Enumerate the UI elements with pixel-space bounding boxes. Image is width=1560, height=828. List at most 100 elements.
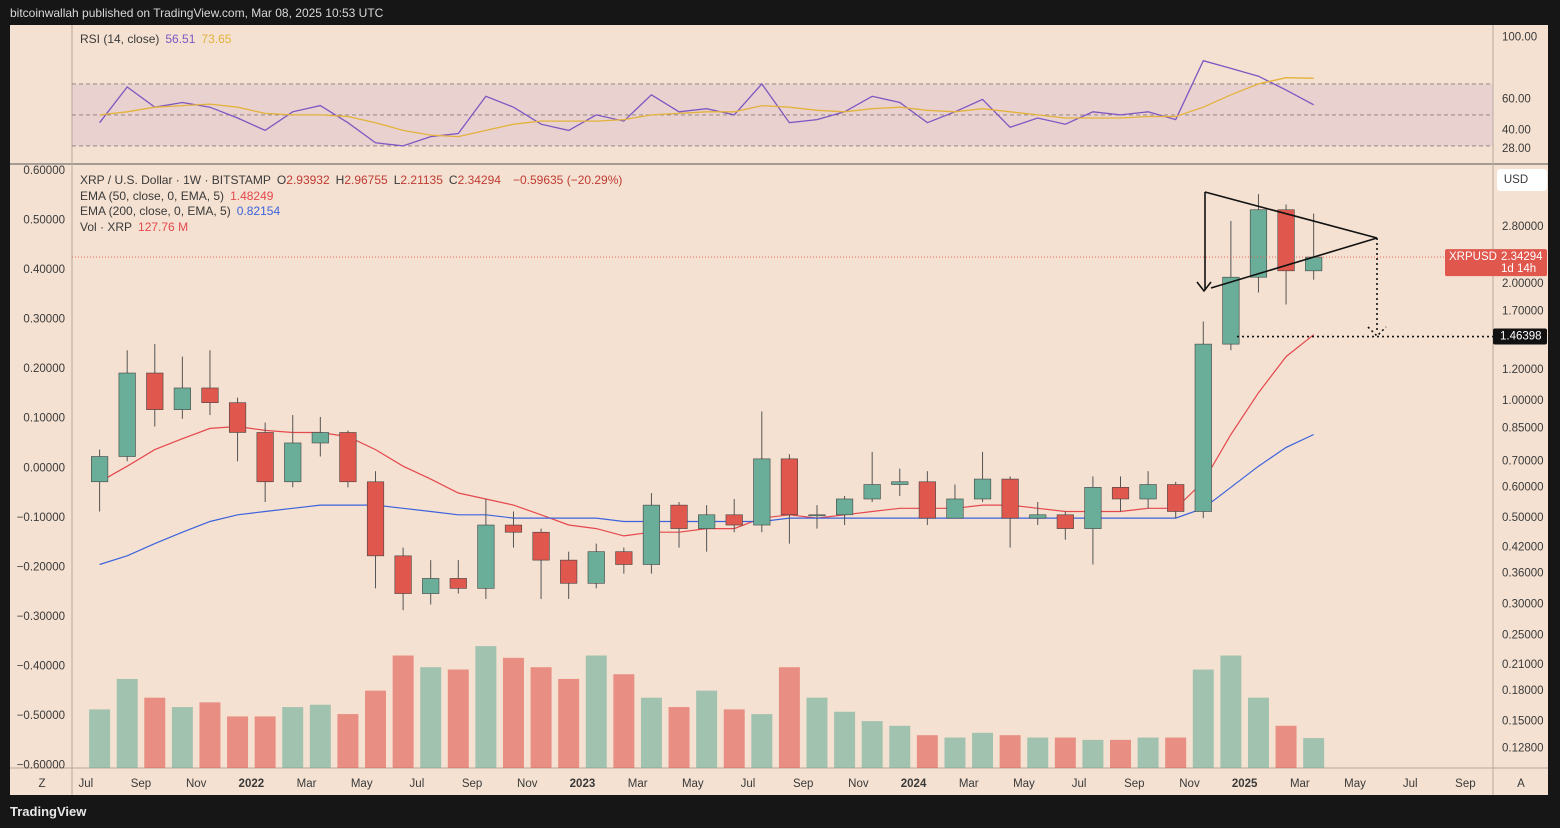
volume-bar: [116, 678, 138, 768]
candle-body: [118, 372, 136, 457]
z-button[interactable]: Z: [38, 778, 45, 790]
time-tick-label: Mar: [297, 778, 317, 790]
a-button[interactable]: A: [1517, 778, 1525, 790]
chart-background: [10, 25, 1548, 795]
rsi-title: RSI (14, close): [80, 32, 160, 46]
price-tick-label: 0.42000: [1502, 542, 1544, 554]
price-tag-bg: [1445, 249, 1547, 277]
rsi-tick-label: 60.00: [1502, 93, 1531, 105]
ema50-legend: EMA (50, close, 0, EMA, 5) 1.48249: [80, 189, 628, 205]
left-tick-label: 0.20000: [23, 363, 65, 375]
volume-bar: [585, 655, 607, 768]
volume-bar: [365, 690, 386, 768]
candle-body: [339, 432, 357, 483]
price-tick-label: 0.30000: [1502, 598, 1544, 610]
price-tick-label: 1.20000: [1502, 364, 1544, 376]
rsi-tick-label: 40.00: [1502, 124, 1531, 136]
left-tick-label: −0.50000: [17, 710, 65, 722]
candle-body: [808, 514, 826, 517]
price-tick-label: 0.25000: [1502, 629, 1544, 641]
time-tick-label: 2022: [239, 778, 265, 790]
ema200-name: EMA (200, close, 0, EMA, 5): [80, 204, 231, 218]
volume-bar: [530, 667, 552, 768]
volume-bar: [420, 667, 442, 768]
candle-body: [1029, 514, 1047, 519]
triangle-drawing: [1196, 191, 1387, 338]
left-tick-label: 0.60000: [23, 165, 65, 177]
price-tick-label: 0.36000: [1502, 568, 1544, 580]
time-tick-label: Nov: [186, 778, 207, 790]
time-tick-label: Mar: [1290, 778, 1310, 790]
volume-bar: [806, 697, 828, 768]
volume-bar: [558, 678, 580, 768]
time-tick-label: Jul: [1403, 778, 1418, 790]
rsi-tick-label: 100.00: [1502, 31, 1537, 43]
symbol-line: XRP / U.S. Dollar · 1W · BITSTAMP O2.9393…: [80, 173, 628, 189]
volume-bar: [778, 667, 800, 768]
volume-name: Vol · XRP: [80, 219, 133, 234]
volume-bar: [89, 709, 111, 768]
price-tag-value: 2.34294: [1501, 251, 1543, 263]
volume-bar: [751, 714, 773, 768]
time-tick-label: Nov: [517, 778, 538, 790]
brand-text: TradingView: [10, 804, 87, 819]
price-tick-label: 0.70000: [1502, 455, 1544, 467]
left-tick-label: 0.30000: [23, 314, 65, 326]
time-tick-label: Sep: [1455, 778, 1475, 790]
left-tick-label: 0.00000: [23, 462, 65, 474]
volume-bar: [1027, 737, 1049, 768]
volume-bar: [502, 657, 524, 768]
candle-body: [201, 387, 219, 403]
ohlc: O2.93932 H2.96755 L2.21135 C2.34294: [277, 173, 507, 187]
left-tick-label: 0.10000: [23, 413, 65, 425]
volume-bar: [309, 704, 331, 768]
currency-label[interactable]: USD: [1504, 174, 1528, 186]
volume-bar: [640, 697, 662, 768]
time-tick-label: Mar: [959, 778, 979, 790]
left-tick-label: 0.50000: [23, 215, 65, 227]
volume-bar: [1247, 697, 1269, 768]
volume-bar: [1137, 737, 1159, 768]
candle-body: [1056, 514, 1074, 529]
time-tick-label: 2023: [570, 778, 596, 790]
candle-body: [91, 456, 109, 483]
ohlc-value: 2.93932: [286, 173, 330, 187]
candle-body: [1111, 487, 1130, 500]
candle-body: [228, 402, 247, 433]
candle-body: [973, 478, 992, 500]
candle-body: [1084, 487, 1102, 529]
candle-body: [753, 458, 771, 526]
volume-bar: [171, 707, 193, 768]
candle-body: [284, 442, 302, 483]
price-tick-label: 0.18000: [1502, 685, 1544, 697]
candle-body: [891, 481, 909, 485]
volume-legend: Vol · XRP 127.76 M: [80, 220, 628, 236]
currency-button[interactable]: [1497, 169, 1547, 191]
candle-body: [146, 372, 164, 410]
candle-body: [1194, 343, 1212, 512]
time-tick-label: Sep: [793, 778, 813, 790]
triangle-lower: [1210, 237, 1378, 289]
volume-bar: [254, 716, 276, 768]
ema50-value: 1.48249: [230, 188, 274, 203]
ohlc-key: O: [276, 173, 287, 187]
rsi-ma-value: 73.65: [201, 32, 232, 46]
candle-body: [477, 524, 495, 589]
volume-bar: [613, 674, 635, 768]
candle-body: [560, 559, 578, 584]
volume-bar: [834, 711, 856, 768]
volume-bar: [475, 646, 497, 768]
volume-bar: [696, 690, 718, 768]
candle-body: [1001, 478, 1019, 519]
target-tag-value: 1.46398: [1500, 331, 1542, 343]
publisher-line: bitcoinwallah published on TradingView.c…: [10, 6, 384, 20]
price-tick-label: 0.15000: [1502, 716, 1544, 728]
volume-bar: [337, 714, 359, 768]
left-tick-label: −0.30000: [17, 611, 65, 623]
time-tick-label: Jul: [410, 778, 425, 790]
time-tick-label: Jul: [1072, 778, 1087, 790]
volume-bar: [447, 669, 469, 768]
target-tag-bg: [1493, 328, 1547, 345]
volume-bar: [227, 716, 249, 768]
time-tick-label: Nov: [848, 778, 869, 790]
